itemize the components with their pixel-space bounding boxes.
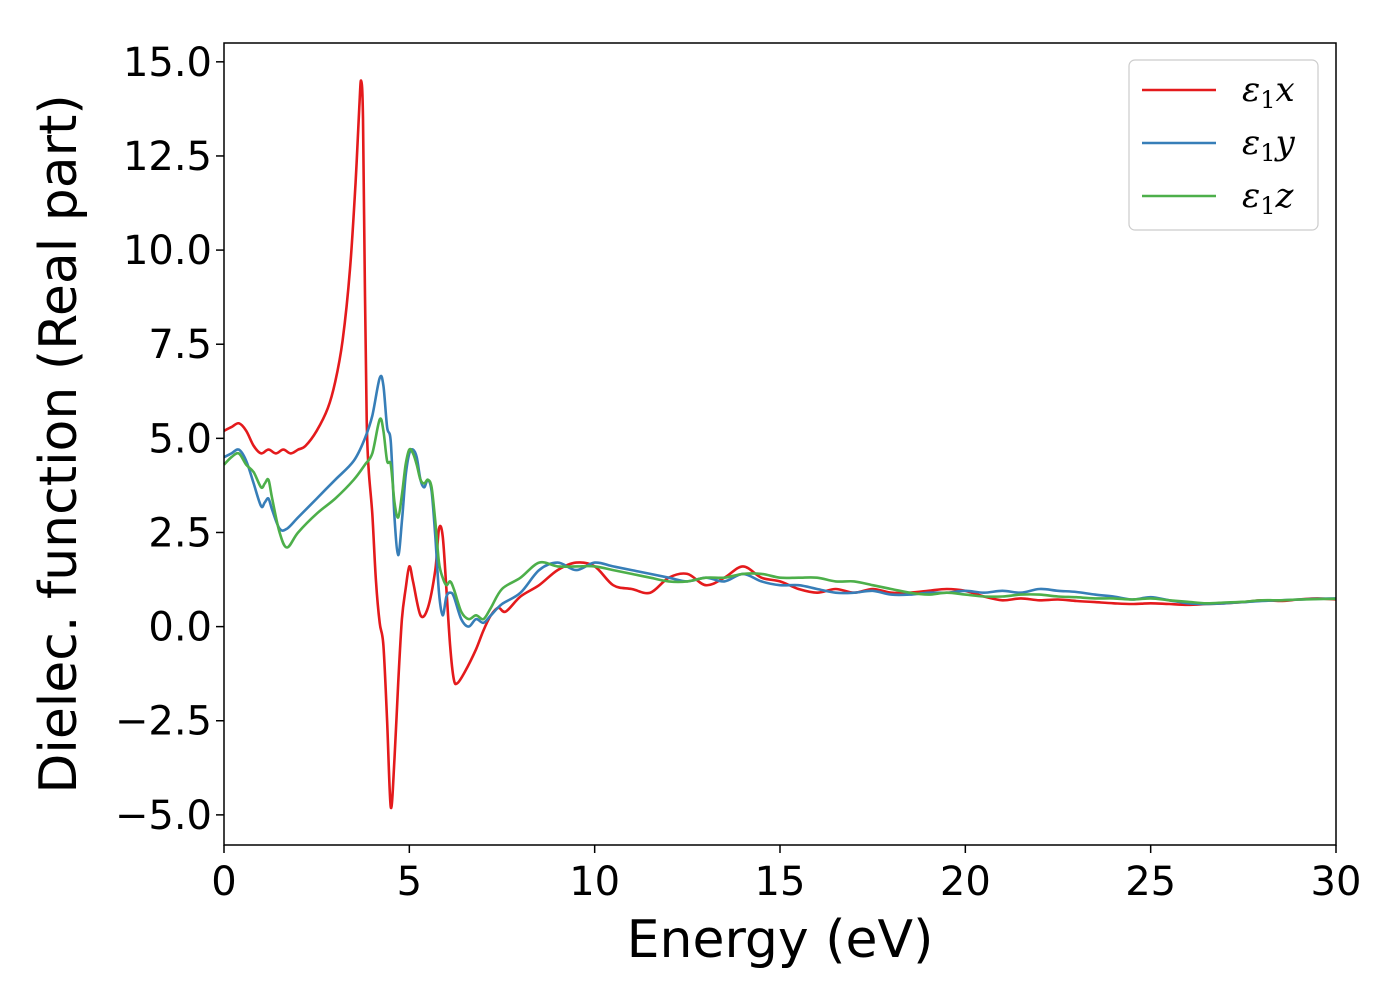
series-line-z	[223, 417, 1337, 621]
y-tick-label: −2.5	[115, 699, 212, 745]
series-lines	[223, 79, 1337, 810]
x-axis-ticks: 0 5 10 15 20 25 30	[211, 845, 1361, 905]
x-tick-label: 0	[211, 859, 236, 905]
series-line-x	[223, 79, 1337, 810]
y-tick-label: 0.0	[148, 605, 212, 651]
legend-box	[1128, 59, 1319, 231]
legend-label-y: ε1y	[1242, 123, 1296, 167]
legend-items: ε1x ε1y ε1z	[1142, 70, 1296, 220]
legend-label-x: ε1x	[1242, 70, 1295, 114]
y-tick-label: 10.0	[123, 228, 212, 274]
series-line-y	[223, 374, 1337, 628]
y-tick-label: 2.5	[148, 510, 212, 556]
y-tick-label: 15.0	[123, 40, 212, 86]
legend: ε1x ε1y ε1z	[1128, 59, 1319, 231]
x-tick-label: 30	[1311, 859, 1362, 905]
x-axis-title: Energy (eV)	[627, 910, 934, 970]
y-tick-label: 7.5	[148, 322, 212, 368]
y-tick-label: −5.0	[115, 793, 212, 839]
x-tick-label: 15	[755, 859, 806, 905]
y-axis-ticks: −5.0 −2.5 0.0 2.5 5.0 7.5 10.0 12.5 15.0	[115, 40, 224, 839]
x-tick-label: 25	[1125, 859, 1176, 905]
x-tick-label: 10	[569, 859, 620, 905]
x-tick-label: 20	[940, 859, 991, 905]
y-tick-label: 5.0	[148, 416, 212, 462]
y-tick-label: 12.5	[123, 134, 212, 180]
x-tick-label: 5	[397, 859, 422, 905]
legend-label-z: ε1z	[1242, 176, 1295, 220]
y-axis-title: Dielec. function (Real part)	[29, 94, 89, 793]
